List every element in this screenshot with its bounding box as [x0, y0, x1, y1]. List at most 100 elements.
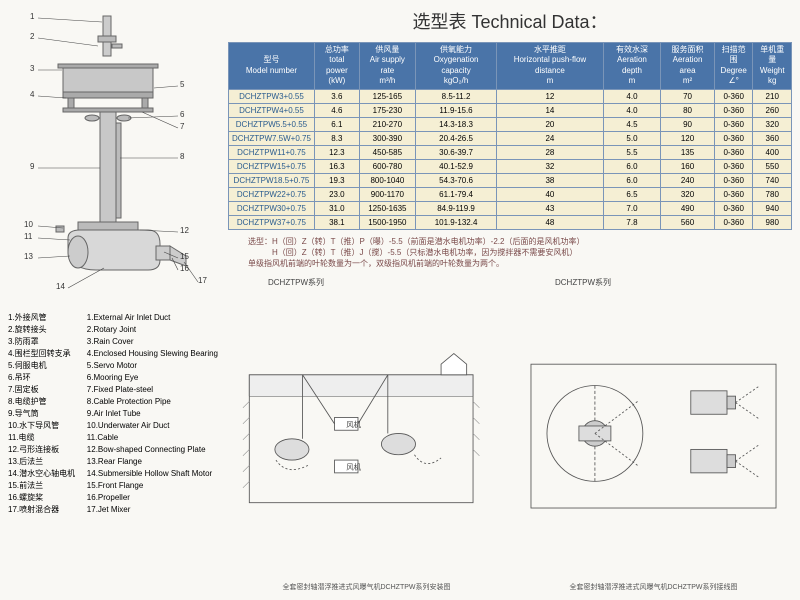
part-cn: 9.导气筒 [8, 408, 79, 420]
callout-6: 6 [180, 110, 184, 119]
fan-label: 风机 [346, 462, 361, 472]
table-cell: 135 [661, 145, 715, 159]
table-cell: 550 [753, 159, 792, 173]
title-cn: 选型表 [412, 12, 466, 32]
table-header: 服务面积Aeration aream² [661, 43, 715, 90]
table-cell: 11.9-15.6 [415, 103, 496, 117]
callout-12: 12 [180, 226, 189, 235]
part-cn: 2.旋转接头 [8, 324, 79, 336]
part-en: 9.Air Inlet Tube [87, 408, 218, 420]
callout-10: 10 [24, 220, 33, 229]
callout-17: 17 [198, 276, 207, 285]
table-cell: 260 [753, 103, 792, 117]
part-en: 10.Underwater Air Duct [87, 420, 218, 432]
callout-11: 11 [24, 232, 32, 241]
bd-label: DCHZTPW系列 [555, 277, 611, 288]
table-cell: 12 [497, 89, 604, 103]
table-cell: 4.0 [603, 89, 660, 103]
table-cell: 600-780 [359, 159, 415, 173]
part-en: 14.Submersible Hollow Shaft Motor [87, 468, 218, 480]
table-cell: DCHZTPW22+0.75 [229, 187, 315, 201]
part-cn: 4.围栏型回转支承 [8, 348, 79, 360]
table-cell: 101.9-132.4 [415, 215, 496, 229]
table-cell: 48 [497, 215, 604, 229]
table-row: DCHZTPW15+0.7516.3600-78040.1-52.9326.01… [229, 159, 792, 173]
table-cell: 5.0 [603, 131, 660, 145]
table-row: DCHZTPW22+0.7523.0900-117061.1-79.4406.5… [229, 187, 792, 201]
table-cell: 70 [661, 89, 715, 103]
parts-list: 1.外接风管2.旋转接头3.防雨罩4.围栏型回转支承5.伺服电机6.吊环7.固定… [8, 312, 218, 516]
table-cell: 0-360 [714, 159, 753, 173]
table-cell: 490 [661, 201, 715, 215]
table-cell: DCHZTPW30+0.75 [229, 201, 315, 215]
table-cell: 125-165 [359, 89, 415, 103]
part-cn: 15.前法兰 [8, 480, 79, 492]
device-diagram: 1 2 3 4 5 6 7 8 9 10 11 12 13 14 15 16 1… [8, 8, 218, 308]
table-header: 总功率total power(kW) [314, 43, 359, 90]
callout-15: 15 [180, 252, 189, 261]
part-en: 13.Rear Flange [87, 456, 218, 468]
part-en: 12.Bow-shaped Connecting Plate [87, 444, 218, 456]
table-cell: 40.1-52.9 [415, 159, 496, 173]
parts-col-en: 1.External Air Inlet Duct2.Rotary Joint3… [87, 312, 218, 516]
part-en: 4.Enclosed Housing Slewing Bearing [87, 348, 218, 360]
table-cell: 61.1-79.4 [415, 187, 496, 201]
table-cell: 4.6 [314, 103, 359, 117]
table-header: 扫描范围Degree∠° [714, 43, 753, 90]
table-cell: 0-360 [714, 145, 753, 159]
table-row: DCHZTPW3+0.553.6125-1658.5-11.2124.0700-… [229, 89, 792, 103]
page-title: 选型表 Technical Data： [228, 8, 792, 34]
table-cell: 31.0 [314, 201, 359, 215]
installation-diagrams: DCHZTPW系列 [228, 275, 792, 592]
table-cell: 0-360 [714, 187, 753, 201]
part-cn: 1.外接风管 [8, 312, 79, 324]
table-cell: 0-360 [714, 89, 753, 103]
table-cell: 120 [661, 131, 715, 145]
table-cell: 40 [497, 187, 604, 201]
parts-col-cn: 1.外接风管2.旋转接头3.防雨罩4.围栏型回转支承5.伺服电机6.吊环7.固定… [8, 312, 79, 516]
table-cell: 14.3-18.3 [415, 117, 496, 131]
part-cn: 7.固定板 [8, 384, 79, 396]
table-header: 供氧能力Oxygenation capacitykgO₂/h [415, 43, 496, 90]
table-cell: 12.3 [314, 145, 359, 159]
note-line: 选型：H（回）Z（转）T（推）P（曝）-5.5（前面是潜水电机功率）-2.2（后… [248, 236, 792, 247]
note-line: 单级指风机前端的叶轮数量为一个，双级指风机前端的叶轮数量为两个。 [248, 258, 792, 269]
page: 1 2 3 4 5 6 7 8 9 10 11 12 13 14 15 16 1… [0, 0, 800, 600]
table-cell: 740 [753, 173, 792, 187]
table-cell: 16.3 [314, 159, 359, 173]
table-cell: 4.5 [603, 117, 660, 131]
table-cell: DCHZTPW15+0.75 [229, 159, 315, 173]
table-cell: 560 [661, 215, 715, 229]
table-row: DCHZTPW5.5+0.556.1210-27014.3-18.3204.59… [229, 117, 792, 131]
callout-14: 14 [56, 282, 65, 291]
table-cell: 300-390 [359, 131, 415, 145]
bd-caption: 全套密封轴潜浮推进式风曝气机DCHZTPW系列安装图 [228, 582, 505, 592]
part-cn: 11.电缆 [8, 432, 79, 444]
table-header: 供风量Air supply ratem³/h [359, 43, 415, 90]
table-cell: 3.6 [314, 89, 359, 103]
table-cell: 400 [753, 145, 792, 159]
technical-data-table: 型号Model number总功率total power(kW)供风量Air s… [228, 42, 792, 230]
bd-label: DCHZTPW系列 [268, 277, 324, 288]
table-header: 单机重量Weightkg [753, 43, 792, 90]
table-cell: 1500-1950 [359, 215, 415, 229]
part-en: 1.External Air Inlet Duct [87, 312, 218, 324]
part-en: 2.Rotary Joint [87, 324, 218, 336]
callout-2: 2 [30, 32, 34, 41]
title-en: Technical Data： [471, 12, 607, 32]
table-cell: 24 [497, 131, 604, 145]
table-cell: 7.0 [603, 201, 660, 215]
table-cell: 6.5 [603, 187, 660, 201]
part-cn: 14.潜水空心轴电机 [8, 468, 79, 480]
table-cell: 0-360 [714, 131, 753, 145]
part-cn: 16.螺旋桨 [8, 492, 79, 504]
table-header-row: 型号Model number总功率total power(kW)供风量Air s… [229, 43, 792, 90]
table-cell: 0-360 [714, 215, 753, 229]
table-cell: 20.4-26.5 [415, 131, 496, 145]
right-column: 选型表 Technical Data： 型号Model number总功率tot… [228, 8, 792, 592]
table-cell: 38 [497, 173, 604, 187]
table-cell: 20 [497, 117, 604, 131]
table-cell: 38.1 [314, 215, 359, 229]
table-cell: 800-1040 [359, 173, 415, 187]
table-row: DCHZTPW30+0.7531.01250-163584.9-119.9437… [229, 201, 792, 215]
